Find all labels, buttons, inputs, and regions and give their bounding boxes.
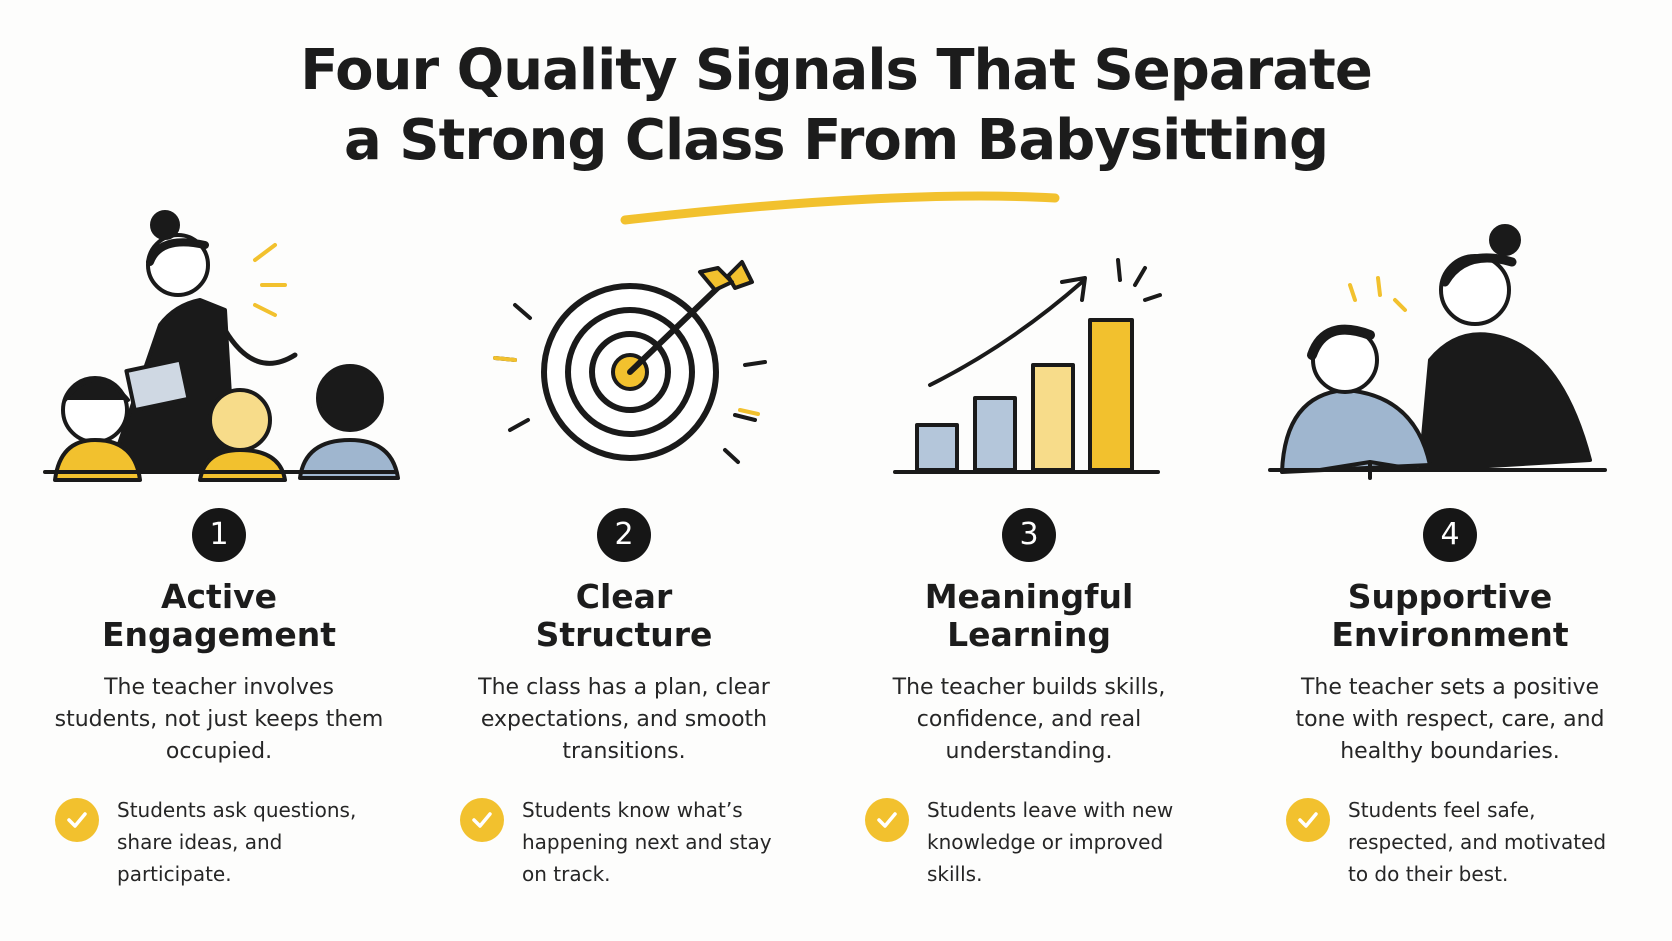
card: 1 Active Engagement The teacher involves st… (39, 508, 399, 890)
card-heading: Supportive (1347, 577, 1553, 616)
check-row: Students ask questions, share ideas, and… (55, 794, 399, 890)
check-icon (55, 798, 99, 842)
check-icon (865, 798, 909, 842)
card-heading: Active (160, 577, 278, 616)
number-badge: 4 (1423, 508, 1477, 562)
supportive-illustration (1268, 224, 1607, 480)
card: 2 Clear Structure The class has a plan, cle… (444, 508, 804, 890)
card-heading: Learning (947, 615, 1111, 654)
check-icon (1286, 798, 1330, 842)
card-description: The teacher involves students, not just … (54, 675, 384, 764)
title-underline (620, 191, 1060, 225)
check-mark (67, 812, 87, 828)
check-mark (472, 812, 492, 828)
card-heading: Meaningful (924, 577, 1134, 616)
card-description: The teacher sets a positive tone with re… (1295, 675, 1605, 764)
check-text: Students know what’s happening next and … (522, 798, 772, 886)
card-heading: Structure (535, 615, 713, 654)
structure-illustration (493, 260, 767, 464)
check-text: Students feel safe, respected, and motiv… (1348, 798, 1607, 886)
check-text: Students ask questions, share ideas, and… (117, 798, 357, 886)
card-description: The class has a plan, clear expectations… (478, 675, 770, 764)
card: 4 Supportive Environment The teacher sets a… (1270, 508, 1630, 890)
number-badge: 2 (597, 508, 651, 562)
number-badge: 1 (192, 508, 246, 562)
check-row: Students leave with new knowledge or imp… (865, 794, 1209, 890)
number-badge: 3 (1002, 508, 1056, 562)
engagement-illustration (43, 210, 400, 482)
card-heading: Engagement (102, 615, 336, 654)
card-heading: Clear (575, 577, 673, 616)
card-heading: Environment (1331, 615, 1569, 654)
check-text: Students leave with new knowledge or imp… (927, 798, 1174, 886)
card-description: The teacher builds skills, confidence, a… (892, 675, 1166, 764)
check-row: Students know what’s happening next and … (460, 794, 804, 890)
title-line: Four Quality Signals That Separate (300, 38, 1373, 103)
learning-illustration (893, 258, 1162, 474)
card: 3 Meaningful Learning The teacher builds sk… (849, 508, 1209, 890)
check-mark (877, 812, 897, 828)
title-line: a Strong Class From Babysitting (343, 108, 1329, 173)
check-row: Students feel safe, respected, and motiv… (1286, 794, 1630, 890)
check-icon (460, 798, 504, 842)
check-mark (1298, 812, 1318, 828)
